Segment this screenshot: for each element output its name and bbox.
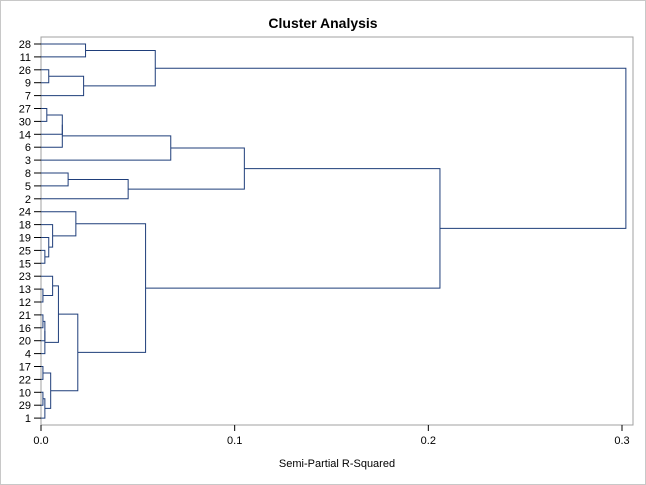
leaf-label: 27 <box>19 104 31 116</box>
dendrogram-link <box>145 168 441 289</box>
dendrogram-link <box>41 178 129 200</box>
leaf-label: 24 <box>19 207 31 219</box>
leaf-label: 2 <box>25 194 31 206</box>
leaf-label: 15 <box>19 258 31 270</box>
leaf-label: 18 <box>19 220 31 232</box>
dendrogram-link <box>75 223 147 353</box>
dendrogram-link <box>50 313 79 392</box>
x-tick-label: 0.2 <box>421 435 436 447</box>
x-axis-label: Semi-Partial R-Squared <box>279 458 395 470</box>
leaf-label: 30 <box>19 116 31 128</box>
leaf-label: 23 <box>19 271 31 283</box>
leaf-label: 8 <box>25 168 31 180</box>
leaf-labels: 2811269727301463852241819251523131221162… <box>19 39 41 425</box>
plot-area <box>40 36 634 426</box>
dendrogram-link <box>41 224 54 248</box>
leaf-label: 19 <box>19 233 31 245</box>
dendrogram-link <box>41 108 48 122</box>
dendrogram-link <box>42 372 52 409</box>
leaf-label: 12 <box>19 297 31 309</box>
leaf-label: 5 <box>25 181 31 193</box>
leaf-label: 10 <box>19 387 31 399</box>
x-axis: 0.0 0.1 0.2 0.3 <box>33 425 630 447</box>
leaf-label: 7 <box>25 91 31 103</box>
leaf-label: 14 <box>19 129 31 141</box>
dendrogram-link <box>41 398 46 419</box>
leaf-label: 26 <box>19 65 31 77</box>
dendrogram-link <box>41 43 87 58</box>
leaf-label: 3 <box>25 155 31 167</box>
leaf-label: 28 <box>19 39 31 51</box>
dendrogram-links <box>41 43 627 419</box>
dendrogram-link <box>41 172 69 187</box>
dendrogram-link <box>155 67 627 229</box>
dendrogram-link <box>128 147 245 190</box>
leaf-label: 4 <box>25 349 31 361</box>
dendrogram-link <box>41 331 46 355</box>
leaf-label: 21 <box>19 310 31 322</box>
x-tick-label: 0.3 <box>614 435 629 447</box>
x-tick-label: 0.1 <box>227 435 242 447</box>
chart-title: Cluster Analysis <box>268 15 377 31</box>
leaf-label: 29 <box>19 400 31 412</box>
dendrogram-link <box>44 285 59 343</box>
dendrogram-link <box>41 211 77 237</box>
leaf-label: 1 <box>25 413 31 425</box>
dendrogram-link <box>83 49 156 87</box>
leaf-label: 16 <box>19 323 31 335</box>
dendrogram-link <box>41 69 50 84</box>
dendrogram-link <box>41 124 63 148</box>
leaf-label: 6 <box>25 142 31 154</box>
dendrogram-link <box>41 114 63 135</box>
dendrogram-link <box>41 75 85 97</box>
leaf-label: 11 <box>20 52 31 64</box>
dendrogram-link <box>41 249 46 264</box>
leaf-label: 22 <box>19 374 31 386</box>
leaf-label: 13 <box>19 284 31 296</box>
leaf-label: 20 <box>19 336 31 348</box>
leaf-label: 17 <box>19 362 31 374</box>
leaf-label: 9 <box>25 78 31 90</box>
dendrogram-link <box>41 135 172 161</box>
x-tick-label: 0.0 <box>33 435 48 447</box>
leaf-label: 25 <box>19 245 31 257</box>
